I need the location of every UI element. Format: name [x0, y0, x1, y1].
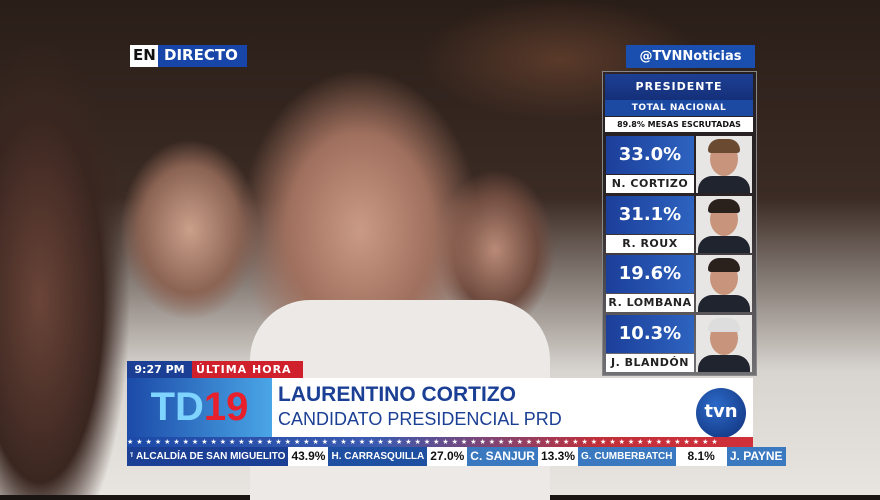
ticker-name: G. CUMBERBATCH — [578, 447, 676, 466]
candidate-row: 33.0% N. CORTIZO — [606, 136, 752, 193]
ticker-name: J. PAYNE — [726, 447, 786, 466]
ticker-race: ALCALDÍA DE SAN MIGUELITO — [133, 447, 289, 466]
breaking-news-tag: ÚLTIMA HORA — [192, 361, 303, 378]
candidate-pct: 31.1% — [606, 196, 694, 234]
candidate-photo — [696, 196, 752, 253]
candidate-photo — [696, 255, 752, 312]
candidate-name: J. BLANDÓN — [606, 354, 694, 372]
results-ticker: TU DECISIÓN 2019 ALCALDÍA DE SAN MIGUELI… — [127, 447, 786, 466]
candidate-row: 10.3% J. BLANDÓN — [606, 315, 752, 372]
social-handle: @TVNNoticias — [626, 45, 755, 68]
candidate-pct: 33.0% — [606, 136, 694, 174]
ticker-pct: 27.0% — [427, 447, 468, 466]
lower-third-bar — [272, 378, 753, 437]
ticker-logo: TU DECISIÓN 2019 — [127, 447, 133, 466]
speaker-title: CANDIDATO PRESIDENCIAL PRD — [278, 409, 562, 429]
candidate-name: N. CORTIZO — [606, 175, 694, 193]
ticker-pct: 43.9% — [288, 447, 329, 466]
live-badge: EN DIRECTO — [130, 45, 247, 67]
broadcast-time: 9:27 PM — [127, 361, 192, 378]
candidate-photo — [696, 136, 752, 193]
candidate-photo — [696, 315, 752, 372]
candidate-pct: 10.3% — [606, 315, 694, 353]
td19-logo: TD19 — [127, 378, 272, 437]
logo-td: TD — [150, 385, 204, 429]
speaker-name: LAURENTINO CORTIZO — [278, 383, 516, 406]
stars-strip: ★★★★★★★★★★★★★★★★★★★★★★★★★★★★★★★★★★★★★★★★… — [127, 437, 753, 447]
tvn-logo: tvn — [696, 388, 746, 438]
candidate-name: R. LOMBANA — [606, 294, 694, 312]
results-progress: 89.8% MESAS ESCRUTADAS — [605, 117, 753, 132]
ticker-name: C. SANJUR — [467, 447, 538, 466]
candidate-name: R. ROUX — [606, 235, 694, 253]
candidate-pct: 19.6% — [606, 255, 694, 293]
live-badge-directo: DIRECTO — [158, 45, 247, 67]
candidate-row: 19.6% R. LOMBANA — [606, 255, 752, 312]
results-title: PRESIDENTE — [605, 74, 753, 100]
ticker-name: H. CARRASQUILLA — [328, 447, 428, 466]
results-subtitle: TOTAL NACIONAL — [605, 100, 753, 116]
ticker-pct: 13.3% — [537, 447, 579, 466]
ticker-pct: 8.1% — [675, 447, 727, 466]
candidate-row: 31.1% R. ROUX — [606, 196, 752, 253]
live-badge-en: EN — [130, 45, 158, 67]
logo-19: 19 — [203, 385, 249, 429]
